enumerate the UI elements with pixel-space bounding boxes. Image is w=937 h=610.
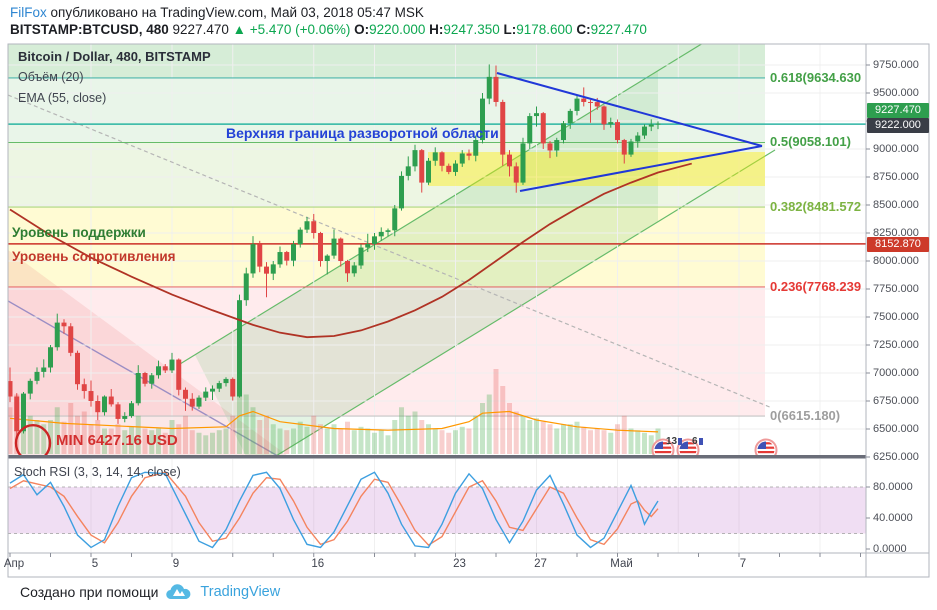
price-tick-label: 6750.000 [873, 395, 919, 407]
footer: Создано при помощи TradingView [20, 583, 280, 601]
price-tick-label: 9750.000 [873, 59, 919, 71]
created-with-text: Создано при помощи [20, 584, 159, 600]
main-pane[interactable] [8, 40, 867, 486]
price-badge-line: 9222.000 [867, 118, 929, 133]
open-value: 9220.000 [369, 22, 426, 37]
event-marker-icon[interactable] [678, 438, 682, 445]
brand-name[interactable]: TradingView [200, 584, 281, 600]
up-arrow-icon: ▲ [232, 22, 246, 37]
price-tick-label: 8250.000 [873, 227, 919, 239]
time-tick-label: 16 [311, 558, 325, 570]
close-label: C: [576, 22, 591, 37]
high-value: 9247.350 [443, 22, 500, 37]
time-tick-label: 9 [172, 558, 180, 570]
open-label: O: [354, 22, 370, 37]
annotation-min-price[interactable]: MIN 6427.16 USD [56, 432, 178, 449]
fib-level-label: 0.236(7768.239 [770, 278, 862, 294]
price-tick-label: 7000.000 [873, 367, 919, 379]
tradingview-logo-icon[interactable] [166, 583, 192, 601]
close-value: 9227.470 [590, 22, 647, 37]
header-line-2: BITSTAMP:BTCUSD, 480 9227.470 ▲ +5.470 (… [10, 22, 647, 37]
high-label: H: [429, 22, 444, 37]
price-tick-label: 9500.000 [873, 87, 919, 99]
fib-level-label: 0.382(8481.572 [770, 199, 862, 215]
stoch-tick-label: 40.0000 [873, 512, 913, 524]
price-tick-label: 8500.000 [873, 199, 919, 211]
published-text: опубликовано на TradingView.com, Май 03,… [46, 5, 424, 20]
price-change-text: +5.470 (+0.06%) [249, 22, 351, 37]
annotation-support-level[interactable]: Уровень поддержки [12, 225, 146, 240]
header-line-1: FilFox опубликовано на TradingView.com, … [10, 5, 424, 20]
price-badge-last: 9227.470 [867, 103, 929, 118]
price-tick-label: 6250.000 [873, 451, 919, 463]
fib-level-label: 0.5(9058.101) [770, 134, 851, 150]
price-tick-label: 8750.000 [873, 171, 919, 183]
time-tick-label: Май [610, 558, 633, 570]
low-label: L: [503, 22, 517, 37]
stoch-tick-label: 0.0000 [873, 543, 907, 555]
fib-level-label: 0(6615.180) [770, 408, 841, 424]
economic-event-flag-icon[interactable] [676, 438, 700, 461]
time-tick-label: 7 [739, 558, 747, 570]
price-badge-level: 8152.870 [867, 236, 929, 252]
price-tick-label: 8000.000 [873, 255, 919, 267]
author-name[interactable]: FilFox [10, 5, 47, 20]
fib-level-label: 0.618(9634.630 [770, 69, 862, 85]
stoch-tick-label: 80.0000 [873, 481, 913, 493]
price-tick-label: 7750.000 [873, 283, 919, 295]
time-tick-label: Апр [3, 558, 25, 570]
price-tick-label: 6500.000 [873, 423, 919, 435]
stoch-rsi-legend[interactable]: Stoch RSI (3, 3, 14, 14, close) [14, 465, 181, 479]
economic-event-flag-icon[interactable] [754, 438, 778, 461]
last-price-text: 9227.470 [172, 22, 229, 37]
time-tick-label: 27 [534, 558, 547, 570]
event-count-badge[interactable]: 6 [692, 436, 698, 447]
annotation-resistance-level[interactable]: Уровень сопротивления [12, 249, 176, 264]
legend-ema-study[interactable]: EMA (55, close) [18, 91, 107, 105]
event-marker-icon[interactable] [699, 438, 703, 445]
price-tick-label: 9000.000 [873, 143, 919, 155]
legend-symbol-title[interactable]: Bitcoin / Dollar, 480, BITSTAMP [18, 49, 211, 64]
stoch-pane[interactable] [8, 459, 866, 553]
price-tick-label: 7250.000 [873, 339, 919, 351]
low-value: 9178.600 [516, 22, 573, 37]
price-tick-label: 7500.000 [873, 311, 919, 323]
legend-volume-study[interactable]: Объём (20) [18, 70, 84, 84]
time-tick-label: 5 [91, 558, 99, 570]
event-count-badge[interactable]: 13 [666, 436, 678, 447]
economic-event-flag-icon[interactable] [651, 438, 675, 461]
time-tick-label: 23 [453, 558, 466, 570]
symbol-text[interactable]: BITSTAMP:BTCUSD, 480 [10, 22, 169, 37]
annotation-upper-boundary[interactable]: Верхняя граница разворотной области [226, 125, 499, 141]
